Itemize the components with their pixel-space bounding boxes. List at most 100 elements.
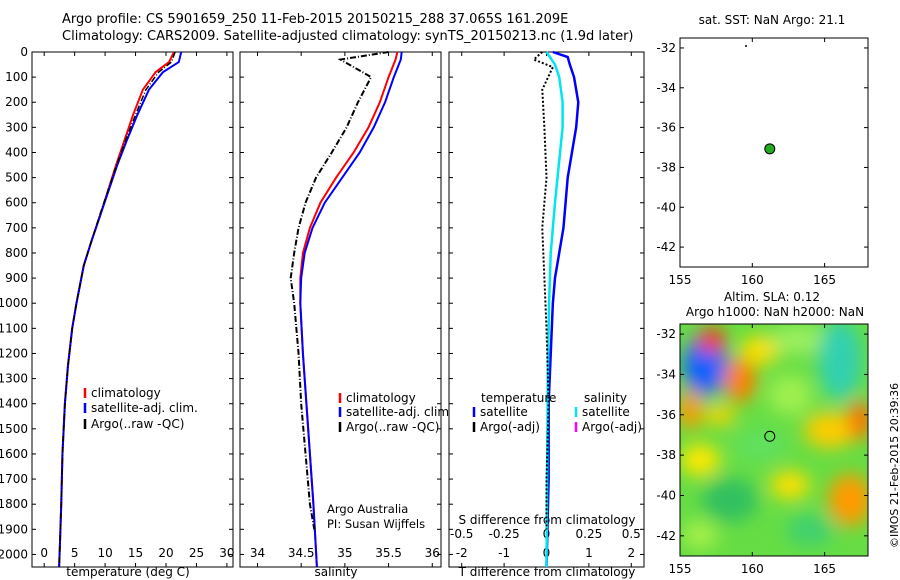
- sla-map-subtitle: Argo h1000: NaN h2000: NaN: [686, 305, 864, 319]
- x-tick-label: 1: [585, 546, 593, 560]
- y-tick-label: 400: [5, 145, 28, 159]
- series-line-argo-raw-qc-: [289, 51, 389, 530]
- y-tick-label: 1300: [0, 372, 28, 386]
- y-tick-label: 1700: [0, 472, 28, 486]
- climatology-title: Climatology: CARS2009. Satellite-adjuste…: [62, 29, 634, 44]
- sla-map-xtick-label: 155: [669, 562, 692, 576]
- legend-label: climatology: [91, 386, 161, 400]
- sla-map-ytick-label: -34: [656, 367, 676, 381]
- sla-map-title: Altim. SLA: 0.12: [724, 290, 820, 304]
- sst-map-ytick-label: -34: [656, 81, 676, 95]
- legend-label: climatology: [346, 391, 416, 405]
- series-line-satellite-adj-clim-: [58, 51, 183, 568]
- legend-label: satellite-adj. clim.: [346, 405, 453, 419]
- sla-heatmap: [680, 324, 868, 556]
- series-line-salinity-satellite: [545, 51, 564, 568]
- sst-map-title: sat. SST: NaN Argo: 21.1: [699, 13, 846, 27]
- sst-map-ytick-label: -42: [656, 240, 676, 254]
- y-tick-label: 1800: [0, 497, 28, 511]
- x-tick-label: 10: [97, 546, 112, 560]
- sla-map-frame: [679, 323, 869, 557]
- header: Argo profile: CS 5901659_250 11-Feb-2015…: [0, 0, 650, 45]
- top-tick-label: 0.25: [576, 527, 603, 541]
- sal-xlabel: salinity: [314, 565, 357, 579]
- legend-label: Argo(..raw -QC): [91, 417, 184, 431]
- sst-map-xtick-label: 155: [669, 273, 692, 287]
- x-tick-label: 35: [337, 546, 352, 560]
- series-line-argo-adj-: [531, 51, 555, 530]
- x-tick-label: 36: [425, 546, 440, 560]
- sst-map-xtick-label: 165: [813, 273, 836, 287]
- y-tick-label: 600: [5, 196, 28, 210]
- x-tick-label: 30: [219, 546, 234, 560]
- x-tick-label: 25: [189, 546, 204, 560]
- y-tick-label: 0: [20, 45, 28, 59]
- profile-title: Argo profile: CS 5901659_250 11-Feb-2015…: [62, 12, 569, 27]
- diff-xlabel: T difference from climatology: [458, 565, 636, 579]
- x-tick-label: -2: [456, 546, 468, 560]
- y-tick-label: 1200: [0, 346, 28, 360]
- y-tick-label: 900: [5, 271, 28, 285]
- temp-xlabel: temperature (deg C): [66, 565, 189, 579]
- y-tick-label: 800: [5, 246, 28, 260]
- top-tick-label: -0.25: [489, 527, 520, 541]
- x-tick-label: 20: [158, 546, 173, 560]
- legend-label: satellite: [480, 405, 528, 419]
- sla-map-ytick-label: -38: [656, 448, 676, 462]
- x-tick-label: 2: [627, 546, 635, 560]
- legend-label: Argo(-adj): [582, 420, 642, 434]
- x-tick-label: -1: [498, 546, 510, 560]
- x-tick-label: 34: [250, 546, 265, 560]
- legend-label: satellite: [582, 405, 630, 419]
- credit-line-1: Argo Australia: [327, 502, 409, 516]
- series-line-satellite-adj-clim-: [299, 51, 403, 568]
- y-tick-label: 1100: [0, 321, 28, 335]
- float-marker: [764, 143, 776, 155]
- y-tick-label: 1000: [0, 296, 28, 310]
- y-tick-label: 2000: [0, 547, 28, 561]
- legend-label: Argo(-adj): [480, 420, 540, 434]
- legend-header: temperature: [481, 391, 556, 405]
- series-line-temperature-satellite: [545, 50, 580, 568]
- top-tick-label: -0.5: [450, 527, 473, 541]
- legend-header: salinity: [584, 391, 627, 405]
- imos-stamp: ©IMOS 21-Feb-2015 20:39:36: [888, 382, 900, 548]
- sst-map-xtick-label: 160: [741, 273, 764, 287]
- sst-map-ytick-label: -32: [656, 41, 676, 55]
- legend-label: Argo(..raw -QC): [346, 420, 439, 434]
- coast-dot: [745, 45, 747, 47]
- x-tick-label: 15: [128, 546, 143, 560]
- sla-map-xtick-label: 165: [813, 562, 836, 576]
- y-tick-label: 500: [5, 171, 28, 185]
- sal-panel-frame: [239, 51, 442, 568]
- sst-map-ytick-label: -38: [656, 160, 676, 174]
- x-tick-label: 5: [71, 546, 79, 560]
- y-tick-label: 200: [5, 95, 28, 109]
- credit-line-2: PI: Susan Wijffels: [327, 517, 426, 531]
- temp-panel-frame: [31, 51, 234, 568]
- sst-map-ytick-label: -36: [656, 121, 676, 135]
- sla-map-ytick-label: -32: [656, 327, 676, 341]
- y-tick-label: 1400: [0, 397, 28, 411]
- y-tick-label: 1500: [0, 422, 28, 436]
- y-tick-label: 300: [5, 120, 28, 134]
- sst-map-ytick-label: -40: [656, 200, 676, 214]
- float-marker: [764, 430, 776, 442]
- sla-map-ytick-label: -42: [656, 529, 676, 543]
- x-tick-label: 35.5: [375, 546, 402, 560]
- chart-layer: 0100200300400500600700800900100011001200…: [0, 13, 869, 579]
- y-tick-label: 1900: [0, 522, 28, 536]
- x-tick-label: 0: [40, 546, 48, 560]
- legend-label: satellite-adj. clim.: [91, 401, 198, 415]
- sla-map-ytick-label: -40: [656, 488, 676, 502]
- x-tick-label: 34.5: [288, 546, 315, 560]
- sla-map-ytick-label: -36: [656, 408, 676, 422]
- series-line-argo-raw-qc-: [58, 51, 176, 568]
- y-tick-label: 100: [5, 70, 28, 84]
- sla-map-xtick-label: 160: [741, 562, 764, 576]
- sst-map-frame: [679, 37, 869, 268]
- y-tick-label: 1600: [0, 447, 28, 461]
- top-tick-label: 0.5: [622, 527, 641, 541]
- y-tick-label: 700: [5, 221, 28, 235]
